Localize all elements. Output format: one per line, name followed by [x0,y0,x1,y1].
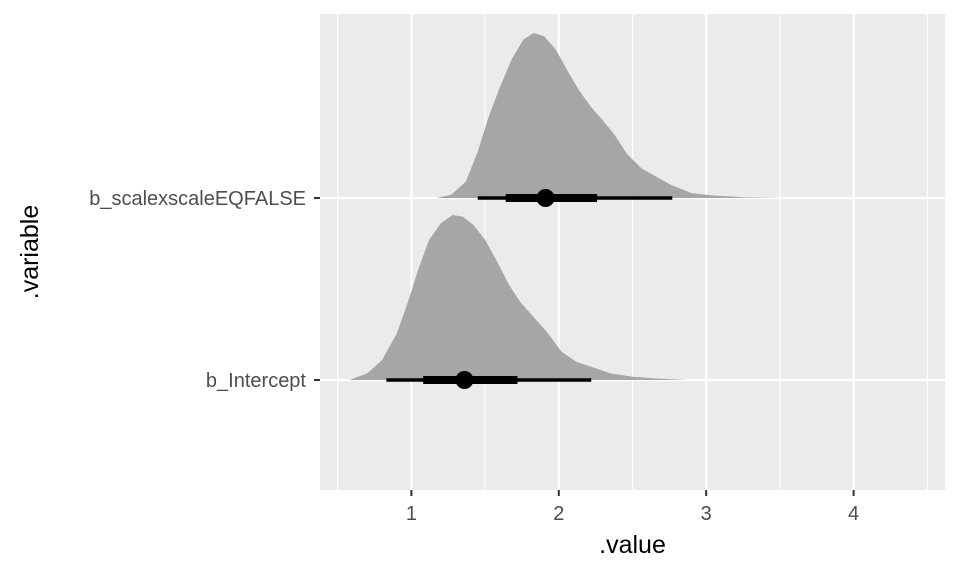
point-b_scalexscaleEQFALSE [536,189,555,207]
point-b_Intercept [455,371,474,389]
x-axis-title: .value [599,531,666,559]
interval-layer [386,189,673,389]
x-tick-label: 1 [406,503,417,525]
axis-ticks: b_Intercept b_scalexscaleEQFALSE 1 2 3 4 [89,188,859,525]
x-tick-label: 3 [701,503,712,525]
density-b_Intercept [349,215,689,380]
density-layer [349,33,785,380]
y-tick-label: b_Intercept [206,370,307,392]
y-axis-title: .variable [16,205,44,300]
y-tick-label: b_scalexscaleEQFALSE [89,188,306,210]
density-b_scalexscaleEQFALSE [436,33,785,198]
x-tick-label: 2 [553,503,564,525]
x-tick-label: 4 [848,503,859,525]
